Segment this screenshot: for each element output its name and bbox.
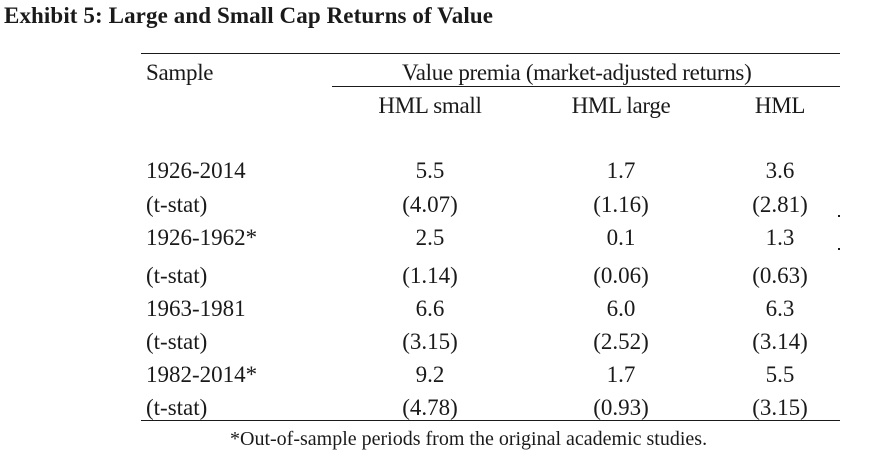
- table-cell: 0.1: [606, 225, 636, 250]
- table-cell: (2.52): [593, 329, 649, 354]
- table-cell: (4.07): [402, 192, 458, 217]
- table-cell: (3.14): [752, 329, 808, 354]
- row-label: (t-stat): [146, 395, 208, 420]
- table-cell: (0.06): [593, 263, 649, 288]
- sample-header: Sample: [146, 60, 214, 85]
- table-cell: (2.81): [752, 192, 808, 217]
- table-cell: 6.3: [765, 296, 795, 321]
- table-cell: 3.6: [765, 158, 795, 183]
- table-cell: 6.0: [606, 296, 636, 321]
- table-cell: (3.15): [402, 329, 458, 354]
- row-label: (t-stat): [146, 192, 208, 217]
- row-label: (t-stat): [146, 263, 208, 288]
- column-header-hml-large: HML large: [571, 93, 671, 118]
- table-cell: 9.2: [415, 362, 445, 387]
- value-premia-header: Value premia (market-adjusted returns): [402, 60, 752, 85]
- row-label: 1926-1962*: [146, 225, 258, 250]
- table-cell: 2.5: [415, 225, 445, 250]
- table-cell: 1.7: [606, 158, 636, 183]
- table-cell: (1.14): [402, 263, 458, 288]
- row-label: 1982-2014*: [146, 362, 258, 387]
- table-cell: 5.5: [765, 362, 795, 387]
- table-cell: 1.7: [606, 362, 636, 387]
- row-label: (t-stat): [146, 329, 208, 354]
- table-cell: (1.16): [593, 192, 649, 217]
- table-cell: 6.6: [415, 296, 445, 321]
- table-cell: (4.78): [402, 395, 458, 420]
- column-header-hml: HML: [754, 93, 806, 118]
- table-cell: 5.5: [415, 158, 445, 183]
- group-header-rule: [332, 86, 840, 87]
- table-top-rule: [141, 53, 840, 54]
- stray-dot: [838, 215, 840, 217]
- row-label: 1926-2014: [146, 158, 246, 183]
- table-cell: (0.93): [593, 395, 649, 420]
- table-bottom-rule: [141, 420, 840, 421]
- table-cell: (0.63): [752, 263, 808, 288]
- footnote: *Out-of-sample periods from the original…: [230, 428, 708, 450]
- stray-dot: [838, 248, 840, 250]
- table-cell: (3.15): [752, 395, 808, 420]
- table-cell: 1.3: [765, 225, 795, 250]
- column-header-hml-small: HML small: [378, 93, 482, 118]
- row-label: 1963-1981: [146, 296, 246, 321]
- exhibit-title: Exhibit 5: Large and Small Cap Returns o…: [4, 3, 494, 28]
